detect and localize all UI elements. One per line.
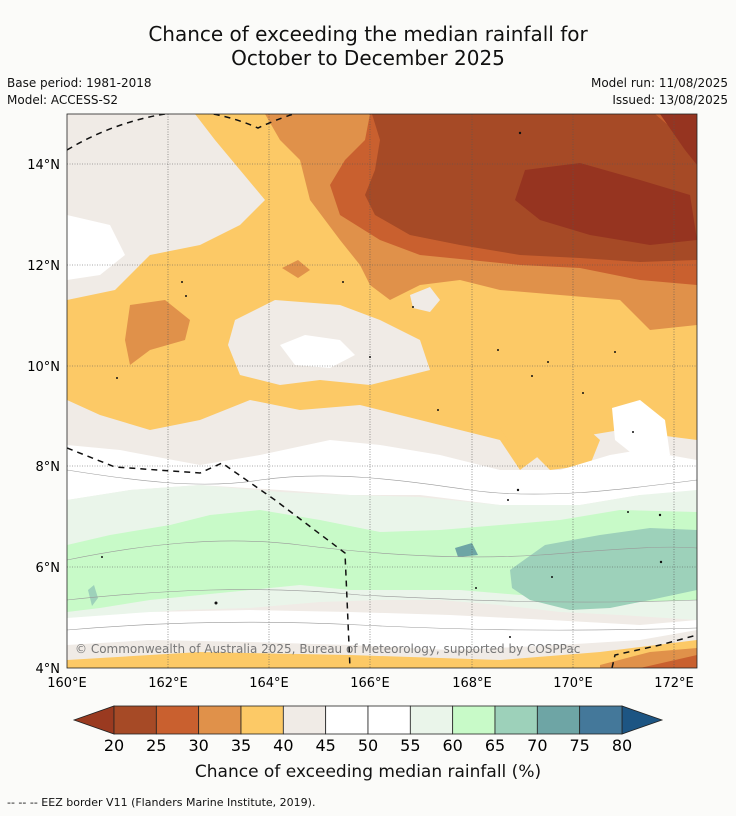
lon-tick-label: 166°E [350, 676, 390, 691]
se-yellow-patch [530, 422, 600, 470]
colorbar-swatch [198, 705, 242, 735]
colorbar-title: Chance of exceeding median rainfall (%) [194, 762, 542, 782]
lat-tick-label: 8°N [36, 460, 61, 475]
colorbar-swatch [579, 705, 623, 735]
chart-title: Chance of exceeding the median rainfall … [0, 22, 736, 70]
copyright-text: © Commonwealth of Australia 2025, Bureau… [75, 642, 580, 656]
meta-right: Model run: 11/08/2025 Issued: 13/08/2025 [591, 75, 728, 109]
colorbar-swatch [536, 705, 581, 735]
colorbar-swatch [367, 705, 411, 735]
colorbar-tick-label: 65 [485, 736, 505, 755]
contour-lines [67, 469, 697, 631]
graticule [67, 114, 697, 668]
below-20-ne [660, 114, 697, 165]
base-period-text: Base period: 1981-2018 [7, 76, 152, 90]
colorbar-tick-label: 80 [612, 736, 632, 755]
lat-tick-label: 4°N [36, 662, 61, 677]
colorbar-tick-label: 45 [315, 736, 335, 755]
meta-left: Base period: 1981-2018 Model: ACCESS-S2 [7, 75, 152, 109]
colorbar-tick-label: 40 [273, 736, 293, 755]
model-text: Model: ACCESS-S2 [7, 93, 119, 107]
colorbar-swatch [282, 705, 327, 735]
colorbar-tick-label: 75 [569, 736, 589, 755]
central-white-patch [280, 335, 355, 368]
map-fill [67, 114, 697, 668]
lat-tick-label: 14°N [27, 158, 60, 173]
colorbar-tick-label: 60 [442, 736, 462, 755]
lat-tick-label: 6°N [36, 561, 61, 576]
colorbar-swatch [409, 705, 454, 735]
colorbar-tick-label: 55 [400, 736, 420, 755]
colorbar-swatch [325, 705, 369, 735]
map-frame [66, 113, 698, 669]
colorbar-over-arrow [621, 705, 664, 735]
west-teal-patch [88, 585, 98, 606]
colorbar-swatch [452, 705, 496, 735]
lat-tick-label: 12°N [27, 259, 60, 274]
above-65-region [510, 528, 697, 610]
lon-tick-label: 160°E [47, 676, 87, 691]
colorbar: 20 25 30 35 40 45 50 55 60 65 70 75 80 [72, 705, 664, 755]
longitude-ticks: 160°E 162°E 164°E 166°E 168°E 170°E 172°… [47, 676, 694, 691]
colorbar-tick-label: 35 [231, 736, 251, 755]
east-white-patch [612, 400, 670, 460]
colorbar-swatch [240, 705, 284, 735]
below-20-core [515, 163, 697, 245]
eez-border [67, 114, 697, 668]
lon-tick-label: 164°E [249, 676, 289, 691]
lon-tick-label: 170°E [553, 676, 593, 691]
lat-tick-label: 10°N [27, 360, 60, 375]
colorbar-tick-label: 25 [146, 736, 166, 755]
lon-tick-label: 168°E [452, 676, 492, 691]
latitude-ticks: 14°N 12°N 10°N 8°N 6°N 4°N [27, 158, 60, 677]
south-yellow-band [67, 640, 697, 668]
island-markers [101, 131, 663, 638]
colorbar-swatch [494, 705, 538, 735]
colorbar-swatch [113, 705, 157, 735]
colorbar-swatch [155, 705, 200, 735]
south-dark-orange-band [640, 655, 697, 668]
colorbar-tick-label: 30 [188, 736, 208, 755]
lon-tick-label: 172°E [654, 676, 694, 691]
nw-white-patch [67, 215, 125, 280]
small-orange-patch [282, 260, 310, 278]
colorbar-tick-label: 70 [527, 736, 547, 755]
west-orange-patch [125, 300, 190, 365]
lon-tick-label: 162°E [148, 676, 188, 691]
colorbar-under-arrow [72, 705, 115, 735]
colorbar-tick-label: 20 [104, 736, 124, 755]
neutral-white-band [67, 440, 697, 505]
small-yellow-patch [500, 420, 525, 440]
colorbar-tick-label: 50 [358, 736, 378, 755]
small-neutral-patch [410, 287, 440, 312]
title-line-1: Chance of exceeding the median rainfall … [148, 22, 588, 46]
model-run-text: Model run: 11/08/2025 [590, 76, 728, 90]
issued-text: Issued: 13/08/2025 [612, 93, 728, 107]
eez-footnote: -- -- -- EEZ border V11 (Flanders Marine… [7, 796, 316, 809]
title-line-2: October to December 2025 [231, 46, 505, 70]
